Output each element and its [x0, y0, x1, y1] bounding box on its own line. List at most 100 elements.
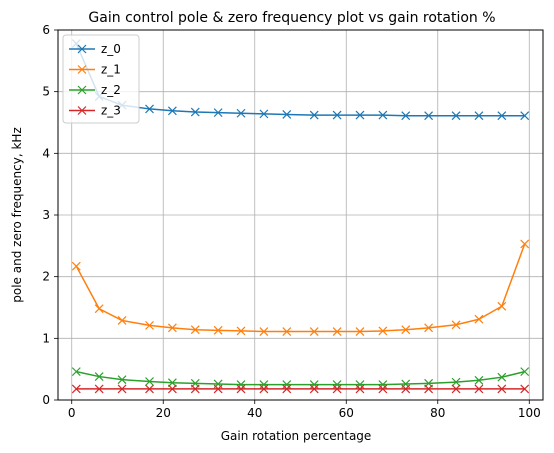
x-tick-label: 60: [339, 406, 354, 420]
data-point: [145, 104, 154, 114]
data-point: [401, 384, 411, 394]
legend-label: z_1: [101, 63, 121, 77]
data-point: [424, 111, 434, 121]
series-line: [75, 43, 525, 117]
data-point: [332, 380, 342, 390]
legend-entry: z_1: [69, 63, 121, 77]
data-point: [451, 384, 461, 394]
x-tick-label: 100: [518, 406, 541, 420]
data-point: [520, 239, 530, 249]
data-point: [520, 367, 530, 377]
series-z-1: [71, 239, 530, 336]
series-line: [75, 243, 526, 333]
x-tick-label: 80: [430, 406, 445, 420]
x-tick-label: 40: [247, 406, 262, 420]
data-point: [236, 384, 246, 394]
y-tick-label: 0: [42, 393, 50, 407]
data-point: [309, 384, 319, 394]
data-point: [236, 108, 246, 118]
data-point: [378, 110, 388, 120]
y-tick-label: 6: [42, 23, 50, 37]
data-point: [259, 384, 269, 394]
data-point: [94, 304, 104, 314]
data-point: [213, 325, 223, 335]
data-point: [71, 367, 81, 377]
data-point: [497, 111, 507, 121]
data-point: [497, 372, 507, 382]
legend-marker: [77, 106, 87, 115]
data-point: [259, 380, 269, 390]
data-point: [282, 380, 292, 390]
data-point: [117, 316, 127, 325]
data-point: [71, 384, 81, 394]
data-point: [94, 372, 104, 381]
data-point: [190, 107, 200, 117]
data-point: [474, 375, 484, 385]
data-point: [497, 384, 507, 394]
legend-marker: [77, 85, 87, 95]
data-point: [117, 384, 127, 394]
data-point: [332, 110, 342, 120]
data-point: [282, 327, 292, 336]
data-point: [474, 314, 484, 324]
data-point: [355, 110, 365, 120]
legend-label: z_3: [101, 104, 121, 118]
y-tick-label: 2: [42, 270, 50, 284]
data-point: [309, 327, 319, 336]
data-point: [355, 380, 365, 390]
data-point: [451, 377, 461, 387]
data-point: [167, 106, 177, 116]
axis-ticks: 0 20 40 60 80 100 0 1 2 3 4 5 6: [42, 23, 540, 420]
data-point: [309, 380, 319, 390]
series-z-3: [71, 384, 530, 394]
data-point: [474, 111, 484, 121]
data-point: [378, 326, 388, 336]
data-point: [145, 377, 154, 386]
legend: z_0 z_1 z_2 z_3: [62, 34, 140, 124]
data-point: [236, 326, 246, 336]
data-point: [145, 320, 154, 330]
data-point: [259, 109, 269, 119]
data-point: [451, 320, 461, 330]
legend-marker: [77, 44, 87, 54]
data-point: [497, 301, 507, 311]
data-point: [401, 111, 411, 121]
data-point: [401, 325, 411, 335]
y-tick-label: 3: [42, 208, 50, 222]
series-line: [76, 370, 525, 386]
data-point: [190, 325, 200, 335]
y-tick-label: 1: [42, 331, 50, 345]
data-point: [167, 323, 177, 333]
legend-marker: [77, 65, 87, 74]
data-point: [94, 384, 104, 394]
legend-entry: z_3: [69, 104, 121, 118]
data-point: [282, 384, 292, 394]
data-point: [424, 384, 434, 394]
data-point: [145, 384, 154, 394]
data-point: [309, 110, 319, 120]
legend-box: [62, 34, 140, 124]
legend-label: z_2: [101, 83, 121, 97]
y-axis-label: pole and zero frequency, kHz: [10, 127, 24, 302]
data-point: [117, 375, 127, 385]
data-point: [282, 110, 292, 119]
x-tick-label: 20: [156, 406, 171, 420]
data-point: [167, 384, 177, 394]
data-point: [378, 380, 388, 390]
chart-title: Gain control pole & zero frequency plot …: [88, 10, 495, 26]
series-z-0: [71, 39, 530, 121]
data-point: [520, 384, 530, 394]
plot-series: [71, 39, 530, 394]
x-tick-label: 0: [68, 406, 76, 420]
data-point: [259, 327, 269, 336]
data-point: [355, 384, 365, 394]
data-point: [213, 108, 223, 118]
y-tick-label: 5: [42, 85, 50, 99]
legend-entry: z_2: [69, 83, 121, 97]
data-point: [378, 384, 388, 394]
data-point: [474, 384, 484, 394]
legend-entry: z_0: [69, 42, 121, 56]
data-point: [355, 327, 365, 336]
data-point: [451, 111, 461, 121]
